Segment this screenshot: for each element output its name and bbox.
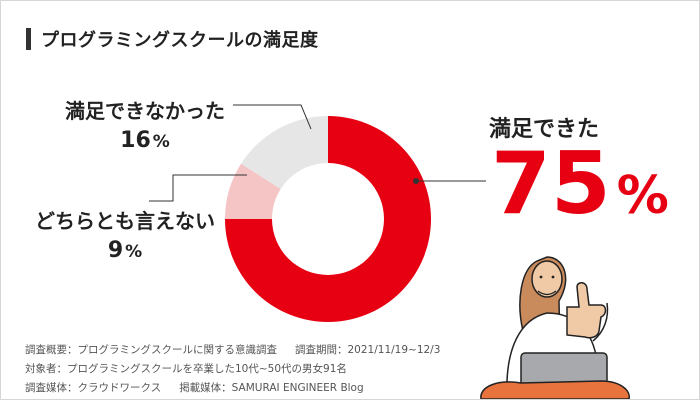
note-line-2: 対象者：プログラミングスクールを卒業した10代~50代の男女91名: [25, 363, 347, 375]
title-accent-bar: [26, 28, 31, 50]
person-with-laptop-illustration: [480, 256, 630, 399]
label-dissatisfied-pct: 16%: [120, 128, 170, 153]
illustration-face: [531, 260, 563, 298]
donut-slices: [225, 116, 431, 322]
survey-notes: 調査概要：プログラミングスクールに関する意識調査 調査期間：2021/11/19~…: [25, 341, 440, 398]
slice-neutral: [225, 163, 281, 219]
slice-dissatisfied: [241, 116, 328, 189]
label-neutral-text: どちらとも言えない: [35, 209, 215, 233]
note-line-3: 調査媒体：クラウドワークス 掲載媒体：SAMURAI ENGINEER Blog: [25, 382, 364, 394]
label-satisfied-pct: 75%: [491, 134, 669, 234]
leader-dot-satisfied: [413, 178, 419, 184]
label-dissatisfied-text: 満足できなかった: [65, 99, 225, 123]
leader-lines: [149, 104, 486, 202]
label-dissatisfied: 満足できなかった 16%: [65, 95, 225, 153]
leader-line-dissatisfied: [233, 104, 312, 130]
thumbs-up-icon: [566, 282, 607, 339]
label-neutral: どちらとも言えない 9%: [35, 205, 215, 263]
label-satisfied-text: 満足できた: [489, 117, 600, 142]
illustration-legs: [480, 380, 630, 399]
leader-line-neutral: [149, 174, 247, 202]
label-neutral-pct: 9%: [107, 238, 143, 263]
illustration-arm: [592, 302, 609, 342]
chart-title: プログラミングスクールの満足度: [41, 30, 319, 51]
note-line-1: 調査概要：プログラミングスクールに関する意識調査 調査期間：2021/11/19~…: [25, 344, 441, 356]
slice-satisfied: [225, 116, 431, 322]
